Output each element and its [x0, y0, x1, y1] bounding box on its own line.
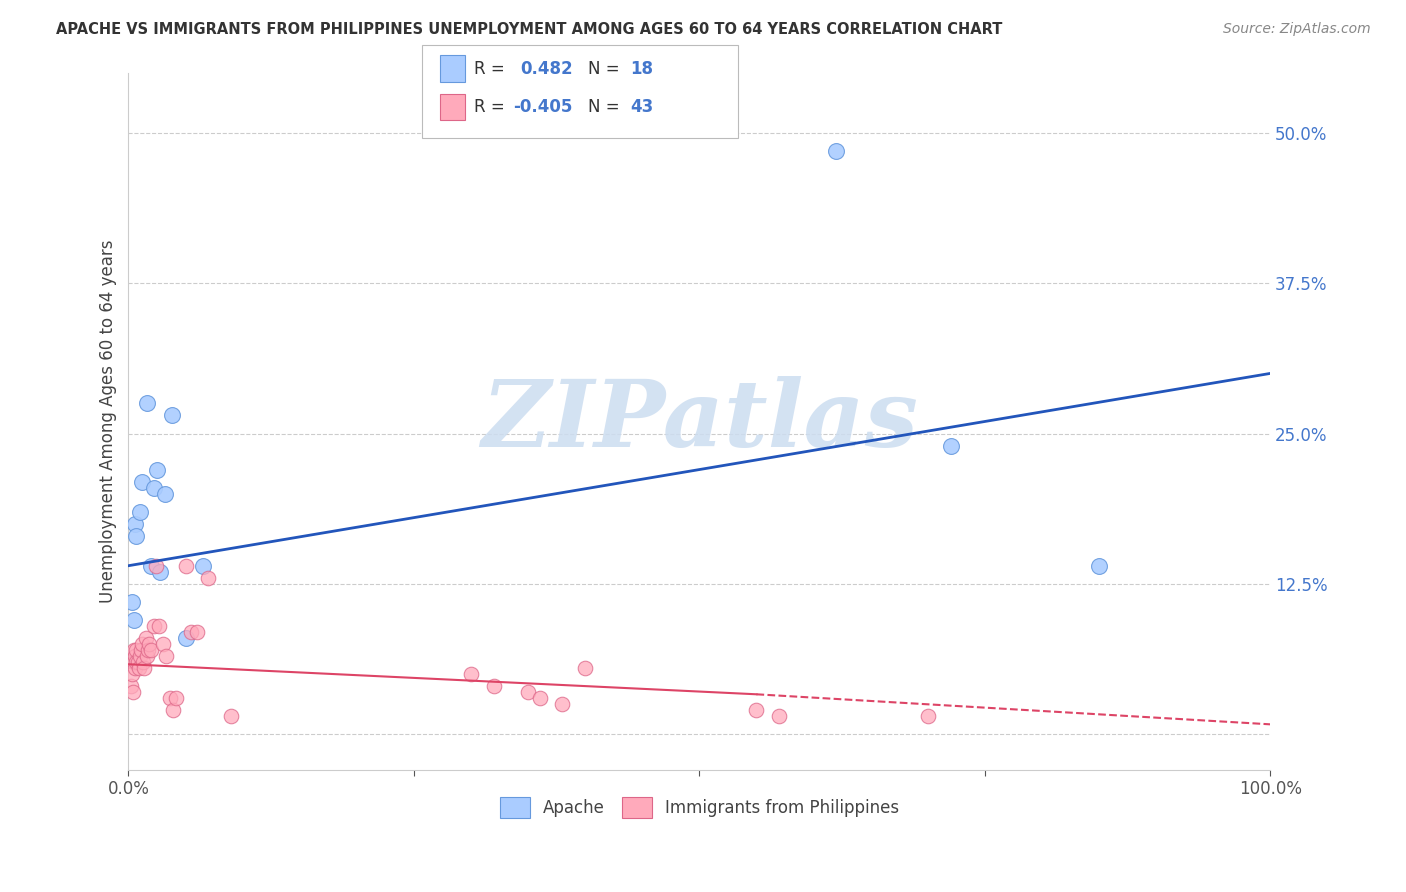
Point — [135, 396, 157, 410]
Y-axis label: Unemployment Among Ages 60 to 64 years: Unemployment Among Ages 60 to 64 years — [100, 240, 117, 603]
Point — [149, 565, 172, 579]
Point — [141, 558, 163, 573]
Point — [128, 648, 150, 663]
Point — [551, 697, 574, 711]
Point — [186, 624, 208, 639]
Point — [152, 637, 174, 651]
Point — [939, 438, 962, 452]
Point — [124, 661, 146, 675]
Point — [135, 648, 157, 663]
Point — [219, 709, 242, 723]
Point — [124, 516, 146, 531]
Point — [132, 655, 155, 669]
Point — [745, 703, 768, 717]
Point — [160, 409, 183, 423]
Text: 18: 18 — [630, 60, 652, 78]
Point — [125, 643, 148, 657]
Point — [122, 613, 145, 627]
Point — [135, 631, 157, 645]
Point — [129, 643, 152, 657]
Point — [131, 475, 153, 489]
Point — [917, 709, 939, 723]
Point — [574, 661, 596, 675]
Text: APACHE VS IMMIGRANTS FROM PHILIPPINES UNEMPLOYMENT AMONG AGES 60 TO 64 YEARS COR: APACHE VS IMMIGRANTS FROM PHILIPPINES UN… — [56, 22, 1002, 37]
Point — [162, 703, 184, 717]
Point — [174, 558, 197, 573]
Point — [153, 486, 176, 500]
Point — [155, 648, 177, 663]
Point — [138, 637, 160, 651]
Point — [121, 666, 143, 681]
Text: 43: 43 — [630, 98, 654, 116]
Point — [165, 690, 187, 705]
Point — [460, 666, 482, 681]
Text: ZIPatlas: ZIPatlas — [481, 376, 918, 467]
Text: N =: N = — [588, 60, 624, 78]
Point — [141, 643, 163, 657]
Point — [125, 655, 148, 669]
Point — [128, 505, 150, 519]
Point — [120, 679, 142, 693]
Point — [142, 619, 165, 633]
Point — [146, 462, 169, 476]
Point — [134, 661, 156, 675]
Point — [197, 571, 219, 585]
Point — [122, 685, 145, 699]
Text: R =: R = — [474, 60, 515, 78]
Point — [121, 595, 143, 609]
Point — [148, 619, 170, 633]
Point — [825, 144, 848, 158]
Point — [122, 643, 145, 657]
Point — [127, 655, 149, 669]
Point — [482, 679, 505, 693]
Point — [128, 661, 150, 675]
Point — [517, 685, 540, 699]
Point — [174, 631, 197, 645]
Point — [145, 558, 167, 573]
Point — [529, 690, 551, 705]
Point — [191, 558, 214, 573]
Point — [159, 690, 181, 705]
Point — [136, 643, 159, 657]
Text: 0.482: 0.482 — [520, 60, 572, 78]
Text: Source: ZipAtlas.com: Source: ZipAtlas.com — [1223, 22, 1371, 37]
Legend: Apache, Immigrants from Philippines: Apache, Immigrants from Philippines — [494, 790, 905, 824]
Point — [142, 481, 165, 495]
Text: N =: N = — [588, 98, 624, 116]
Text: R =: R = — [474, 98, 510, 116]
Point — [1088, 558, 1111, 573]
Point — [124, 648, 146, 663]
Point — [125, 529, 148, 543]
Point — [131, 637, 153, 651]
Point — [122, 655, 145, 669]
Point — [180, 624, 202, 639]
Text: -0.405: -0.405 — [513, 98, 572, 116]
Point — [768, 709, 790, 723]
